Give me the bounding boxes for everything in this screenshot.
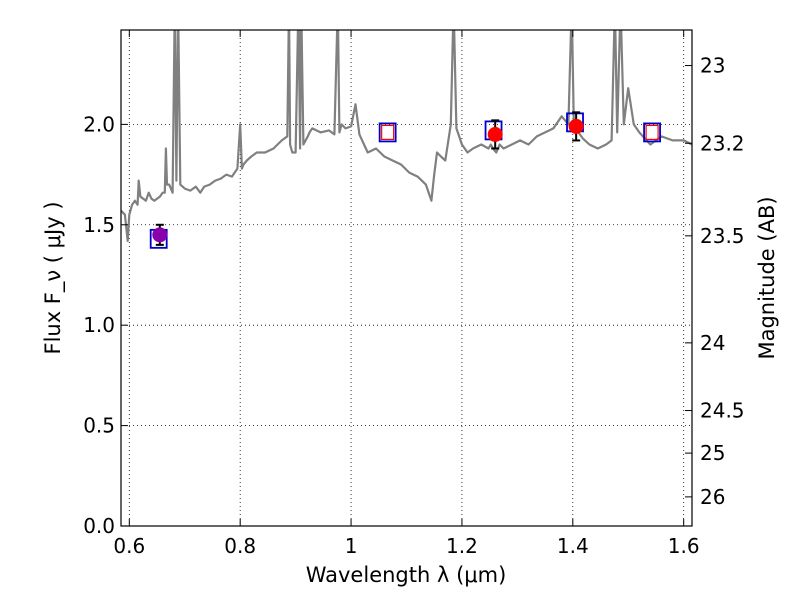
- right-tick-label: 23.5: [700, 224, 745, 248]
- x-tick-label: 1.4: [557, 534, 589, 558]
- y-tick-label: 0.0: [83, 514, 115, 538]
- open-square-marker: [381, 124, 395, 141]
- y-right-axis-title: Magnitude (AB): [755, 196, 779, 359]
- photometry-markers: [149, 111, 661, 249]
- right-tick-label: 23.2: [700, 131, 745, 155]
- spectrum-series: [121, 30, 692, 242]
- y-tick-label: 0.5: [83, 414, 115, 438]
- x-tick-label: 1.2: [446, 534, 478, 558]
- grid-lines: [121, 30, 692, 527]
- observed-point: [487, 126, 503, 142]
- right-tick-label: 24.5: [700, 399, 745, 423]
- open-square-marker: [645, 124, 659, 141]
- x-tick-label: 0.6: [113, 534, 145, 558]
- x-axis-title: Wavelength λ (μm): [306, 563, 507, 587]
- x-tick-label: 1.6: [668, 534, 700, 558]
- y-tick-label: 2.0: [83, 112, 115, 136]
- spectrum-line: [121, 30, 692, 242]
- right-tick-label: 25: [700, 441, 725, 465]
- axis-ticks: 0.6 0.8 1 1.2 1.4 1.6 0.0 0.5 1.0 1.5 2.0 23 23.2 23.…: [83, 30, 745, 558]
- right-tick-label: 26: [700, 485, 725, 509]
- model-square-marker: [643, 122, 661, 143]
- x-tick-label: 0.8: [224, 534, 256, 558]
- y-tick-label: 1.0: [83, 313, 115, 337]
- x-tick-label: 1: [345, 534, 358, 558]
- right-tick-label: 24: [700, 331, 725, 355]
- y-axis-title: Flux F_ν ( μJy ): [41, 201, 66, 354]
- observed-point-purple: [152, 227, 168, 243]
- plot-frame: [120, 29, 693, 527]
- right-tick-label: 23: [700, 54, 725, 78]
- model-square-marker: [378, 122, 397, 143]
- observed-point: [568, 118, 584, 134]
- y-tick-label: 1.5: [83, 213, 115, 237]
